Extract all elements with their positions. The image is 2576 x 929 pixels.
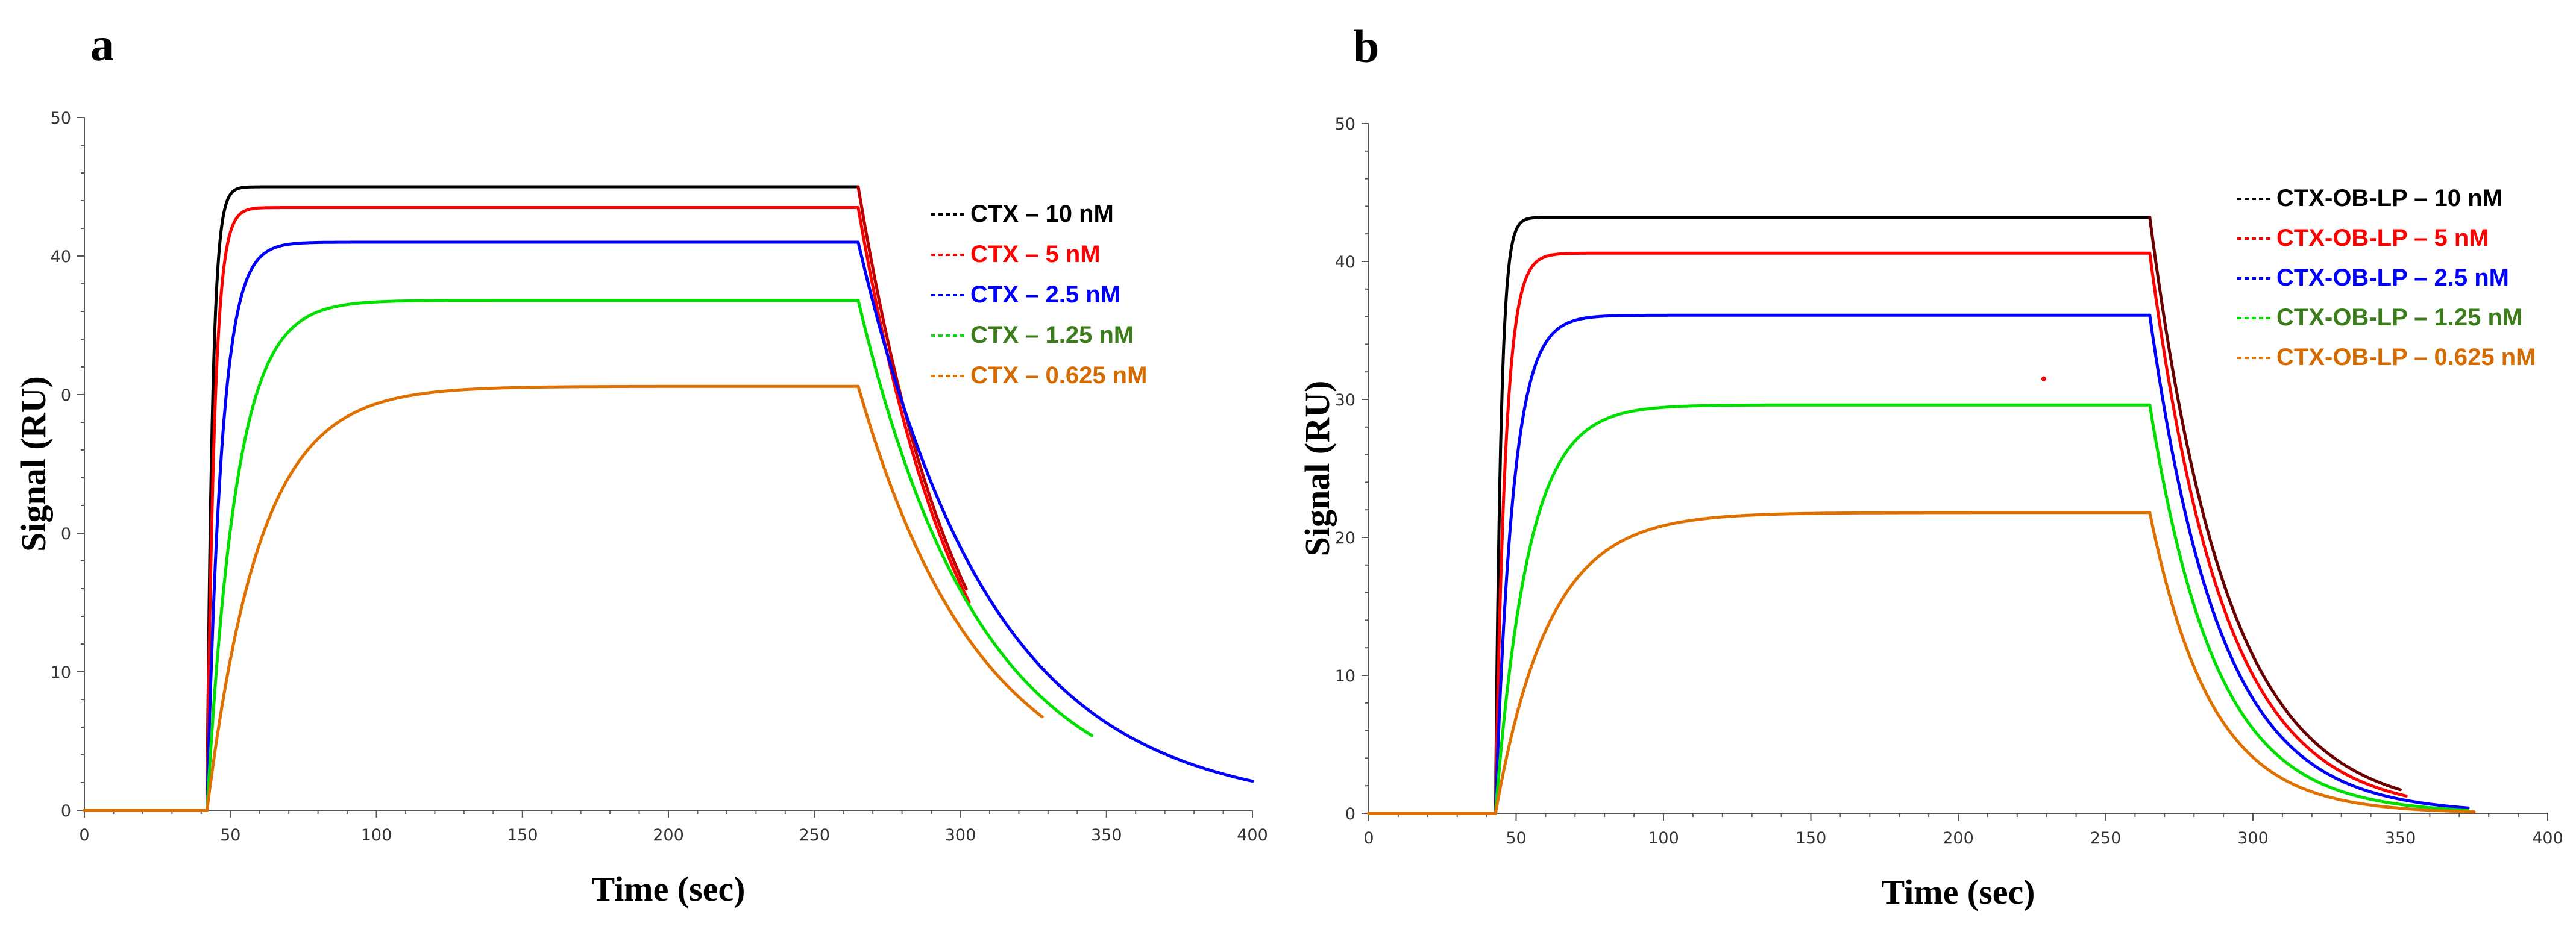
series-dissociation-line [2148,511,2476,813]
legend-label: CTX-OB-LP – 2.5 nM [2276,264,2509,291]
y-tick-label: 0 [1345,805,1356,824]
y-tick-label: 0 [61,802,71,821]
x-axis-title: Time (sec) [1882,872,2035,912]
legend-label: CTX-OB-LP – 1.25 nM [2276,304,2522,331]
series-dissociation-line [2148,216,2402,792]
series-dissociation-line [856,299,1093,737]
x-tick-label: 350 [2385,829,2416,848]
series-association-line [1367,313,2152,815]
x-tick-label: 400 [1237,826,1268,845]
legend-label: CTX – 5 nM [970,241,1101,267]
series-dissociation-line [856,206,971,604]
series-association-line [83,240,860,812]
series-association-line [1367,216,2152,815]
legend-label: CTX – 0.625 nM [970,362,1147,389]
series-association-line [83,299,860,812]
x-tick-label: 300 [2237,829,2269,848]
x-tick-label: 400 [2532,829,2563,848]
series-dissociation-line [856,240,1254,783]
y-tick-label: 20 [1335,529,1356,548]
y-tick-label: 0 [61,386,71,405]
legend-label: CTX-OB-LP – 5 nM [2276,225,2489,251]
x-tick-label: 50 [1506,829,1526,848]
y-tick-label: 10 [1335,667,1356,686]
y-tick-label: 50 [51,109,71,128]
x-tick-label: 50 [220,826,240,845]
x-tick-label: 100 [361,826,392,845]
x-tick-label: 250 [799,826,830,845]
x-tick-label: 200 [653,826,684,845]
x-tick-label: 0 [1363,829,1374,848]
series-dissociation-line [2148,403,2470,812]
y-tick-label: 10 [51,663,71,682]
legend-label: CTX – 2.5 nM [970,281,1120,308]
series-association-line [83,185,860,812]
legend-label: CTX-OB-LP – 10 nM [2276,185,2502,211]
series-dissociation-line [2148,313,2470,810]
panel-letter: b [1353,20,1379,72]
x-tick-label: 150 [1795,829,1827,848]
series-association-line [1367,251,2152,815]
y-tick-label: 40 [1335,253,1356,272]
y-tick-label: 0 [61,525,71,543]
legend-label: CTX – 1.25 nM [970,322,1134,348]
x-axis-title: Time (sec) [592,869,746,909]
legend-label: CTX – 10 nM [970,201,1114,227]
series-association-line [1367,511,2152,815]
y-tick-label: 40 [51,248,71,266]
series-association-line [83,384,860,812]
x-tick-label: 0 [79,826,89,845]
panel-letter: a [90,18,114,70]
series-dissociation-line [856,185,968,591]
x-tick-label: 100 [1648,829,1679,848]
stray-data-point [2041,376,2046,381]
x-tick-label: 150 [507,826,538,845]
legend-label: CTX-OB-LP – 0.625 nM [2276,344,2536,371]
x-tick-label: 200 [1943,829,1974,848]
x-tick-label: 350 [1091,826,1122,845]
x-tick-label: 300 [945,826,976,845]
series-association-line [1367,403,2152,815]
y-tick-label: 50 [1335,115,1356,134]
x-tick-label: 250 [2090,829,2122,848]
y-axis-title: Signal (RU) [14,376,53,552]
y-axis-title: Signal (RU) [1298,381,1337,557]
series-association-line [83,206,860,812]
y-tick-label: 30 [1335,391,1356,410]
series-dissociation-line [2148,251,2408,798]
panel-b: b 0 50 100 150 200 250 300 350 400 0 10 20 30 40 50 Time… [1298,20,2563,912]
series-dissociation-line [856,384,1044,719]
